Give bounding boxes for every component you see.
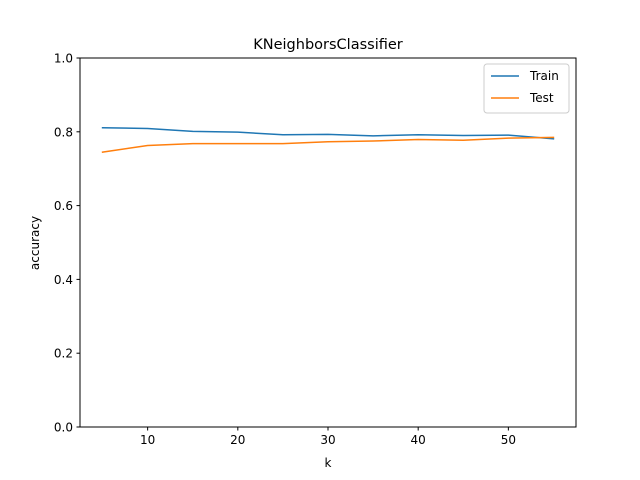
y-axis-ticks: 0.0 0.2 0.4 0.6 0.8 1.0	[54, 52, 80, 435]
y-tick-label: 0.8	[54, 125, 73, 139]
series-layer	[101, 126, 555, 153]
legend: Train Test	[483, 63, 570, 114]
y-tick-label: 0.2	[54, 347, 73, 361]
plot-frame	[79, 57, 577, 428]
series-line-test	[101, 136, 555, 153]
legend-label-train: Train	[529, 69, 559, 83]
legend-label-test: Test	[529, 91, 554, 105]
x-axis-ticks: 10 20 30 40 50	[140, 427, 516, 447]
x-tick-label: 40	[411, 433, 426, 447]
x-tick-label: 30	[320, 433, 335, 447]
x-axis-label: k	[325, 456, 332, 470]
y-tick-label: 0.6	[54, 199, 73, 213]
y-axis-label: accuracy	[28, 216, 42, 270]
x-tick-label: 20	[230, 433, 245, 447]
plot-area	[80, 58, 576, 427]
chart-title: KNeighborsClassifier	[253, 37, 403, 53]
x-tick-label: 50	[501, 433, 516, 447]
y-tick-label: 0.4	[54, 273, 73, 287]
y-tick-label: 1.0	[54, 52, 73, 66]
series-line-train	[101, 126, 555, 140]
x-tick-label: 10	[140, 433, 155, 447]
y-tick-label: 0.0	[54, 421, 73, 435]
plot-background	[80, 58, 576, 427]
